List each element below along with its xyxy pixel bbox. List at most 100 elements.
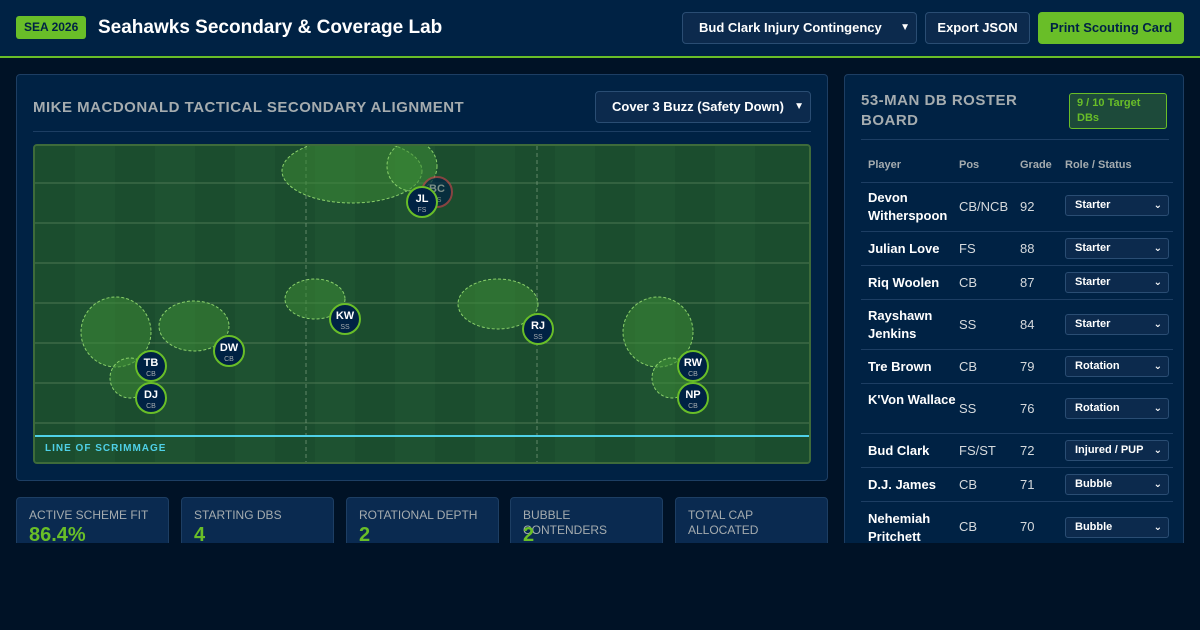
chevron-down-icon: ⌄: [1153, 200, 1162, 211]
player-token-kw[interactable]: KW SS: [329, 303, 361, 335]
role-status-select[interactable]: Bubble ⌄: [1065, 517, 1169, 538]
curl-flat-zone-left: [158, 300, 230, 352]
table-row[interactable]: Devon Witherspoon CB/NCB 92 Starter ⌄: [861, 182, 1173, 232]
scenario-select-value: Bud Clark Injury Contingency: [699, 20, 882, 35]
player-position: CB: [688, 371, 698, 378]
player-grade: 76: [1020, 401, 1035, 416]
chevron-down-icon: ⌄: [1153, 277, 1162, 288]
player-initials: TB: [144, 357, 159, 369]
player-token-rj[interactable]: RJ SS: [522, 313, 554, 345]
kpi-label: STARTING DBS: [194, 508, 282, 522]
coverage-field: LINE OF SCRIMMAGE BC FS JL FS KW SS RJ S…: [33, 144, 811, 464]
player-token-tb[interactable]: TB CB: [135, 350, 167, 382]
field-diagram: LINE OF SCRIMMAGE BC FS JL FS KW SS RJ S…: [35, 146, 809, 462]
table-row[interactable]: K'Von Wallace SS 76 Rotation ⌄: [861, 384, 1173, 434]
player-token-dw[interactable]: DW CB: [213, 335, 245, 367]
export-json-button[interactable]: Export JSON: [925, 12, 1030, 44]
chevron-down-icon: ⌄: [1153, 403, 1162, 414]
player-grade: 71: [1020, 477, 1035, 492]
player-name: D.J. James: [868, 477, 936, 492]
role-status-select[interactable]: Injured / PUP ⌄: [1065, 440, 1169, 461]
column-header-grade[interactable]: Grade: [1020, 159, 1052, 171]
coverage-zones: [80, 146, 694, 399]
app-title: Seahawks Secondary & Coverage Lab: [98, 17, 443, 38]
role-status-select[interactable]: Rotation ⌄: [1065, 398, 1169, 419]
coverage-scheme-value: Cover 3 Buzz (Safety Down): [612, 99, 784, 114]
player-position: SS: [533, 334, 543, 341]
role-status-select[interactable]: Starter ⌄: [1065, 238, 1169, 259]
role-status-value: Injured / PUP: [1075, 444, 1144, 456]
table-row[interactable]: Nehemiah Pritchett CB 70 Bubble ⌄: [861, 502, 1173, 552]
player-pos: SS: [959, 401, 977, 416]
target-dbs-badge: 9 / 10 Target DBs: [1069, 93, 1167, 129]
column-header-player[interactable]: Player: [868, 159, 902, 171]
player-grade: 79: [1020, 359, 1035, 374]
player-name: K'Von Wallace: [868, 392, 956, 407]
player-token-dj[interactable]: DJ CB: [135, 382, 167, 414]
column-header-pos[interactable]: Pos: [959, 159, 980, 171]
player-pos: CB: [959, 359, 978, 374]
player-initials: RW: [684, 357, 703, 369]
hook-curl-zone-left: [284, 278, 346, 320]
player-name: Rayshawn Jenkins: [868, 308, 933, 341]
player-token-rw[interactable]: RW CB: [677, 350, 709, 382]
role-status-value: Starter: [1075, 199, 1111, 211]
deep-middle-zone-secondary: [386, 146, 438, 192]
chevron-down-icon: ▼: [900, 22, 910, 33]
alignment-panel: MIKE MACDONALD TACTICAL SECONDARY ALIGNM…: [16, 74, 828, 481]
player-name: Riq Woolen: [868, 275, 940, 290]
role-status-select[interactable]: Starter ⌄: [1065, 272, 1169, 293]
player-token-jl[interactable]: JL FS: [406, 186, 438, 218]
viewport-cutoff: [0, 543, 1200, 630]
table-row[interactable]: Bud Clark FS/ST 72 Injured / PUP ⌄: [861, 434, 1173, 468]
kpi-label: ACTIVE SCHEME FIT: [29, 508, 149, 522]
role-status-select[interactable]: Starter ⌄: [1065, 314, 1169, 335]
table-row[interactable]: Tre Brown CB 79 Rotation ⌄: [861, 350, 1173, 384]
player-position: FS: [418, 207, 427, 214]
role-status-value: Rotation: [1075, 402, 1120, 414]
role-status-select[interactable]: Bubble ⌄: [1065, 474, 1169, 495]
player-pos: CB: [959, 477, 978, 492]
player-pos: CB: [959, 519, 978, 534]
los-label: LINE OF SCRIMMAGE: [45, 443, 166, 454]
player-name: Julian Love: [868, 241, 940, 256]
player-name: Bud Clark: [868, 443, 930, 458]
role-status-select[interactable]: Starter ⌄: [1065, 195, 1169, 216]
player-pos: CB: [959, 275, 978, 290]
player-position: CB: [224, 356, 234, 363]
kpi-value: 4: [194, 524, 206, 546]
scenario-select[interactable]: Bud Clark Injury Contingency ▼: [682, 12, 917, 44]
role-status-value: Starter: [1075, 242, 1111, 254]
roster-panel: 53-MAN DB ROSTER BOARD 9 / 10 Target DBs…: [844, 74, 1184, 574]
table-row[interactable]: D.J. James CB 71 Bubble ⌄: [861, 468, 1173, 502]
role-status-value: Rotation: [1075, 360, 1120, 372]
alignment-panel-title: MIKE MACDONALD TACTICAL SECONDARY ALIGNM…: [33, 99, 465, 116]
table-row[interactable]: Julian Love FS 88 Starter ⌄: [861, 232, 1173, 266]
chevron-down-icon: ⌄: [1153, 479, 1162, 490]
roster-panel-title: 53-MAN DB ROSTER BOARD: [861, 92, 1018, 129]
table-row[interactable]: Riq Woolen CB 87 Starter ⌄: [861, 266, 1173, 300]
kpi-value: 86.4%: [29, 524, 86, 546]
coverage-scheme-select[interactable]: Cover 3 Buzz (Safety Down) ▼: [595, 91, 811, 123]
print-scouting-card-button[interactable]: Print Scouting Card: [1038, 12, 1184, 44]
player-pos: CB/NCB: [959, 199, 1009, 214]
player-initials: DW: [220, 342, 239, 354]
kpi-value: 2: [359, 524, 371, 546]
player-initials: NP: [685, 389, 700, 401]
deep-third-zone-right: [622, 296, 694, 368]
hook-curl-zone-right: [457, 278, 539, 330]
column-header-role-status[interactable]: Role / Status: [1065, 159, 1132, 171]
chevron-down-icon: ⌄: [1153, 522, 1162, 533]
app-header: SEA 2026 Seahawks Secondary & Coverage L…: [0, 0, 1200, 58]
kpi-label: BUBBLE CONTENDERS: [523, 508, 608, 537]
chevron-down-icon: ⌄: [1153, 445, 1162, 456]
table-row[interactable]: Rayshawn Jenkins SS 84 Starter ⌄: [861, 300, 1173, 350]
panel-divider: [33, 131, 811, 132]
role-status-select[interactable]: Rotation ⌄: [1065, 356, 1169, 377]
player-grade: 88: [1020, 241, 1035, 256]
role-status-value: Starter: [1075, 276, 1111, 288]
player-position: CB: [146, 403, 156, 410]
player-grade: 87: [1020, 275, 1035, 290]
role-status-value: Starter: [1075, 318, 1111, 330]
player-token-np[interactable]: NP CB: [677, 382, 709, 414]
